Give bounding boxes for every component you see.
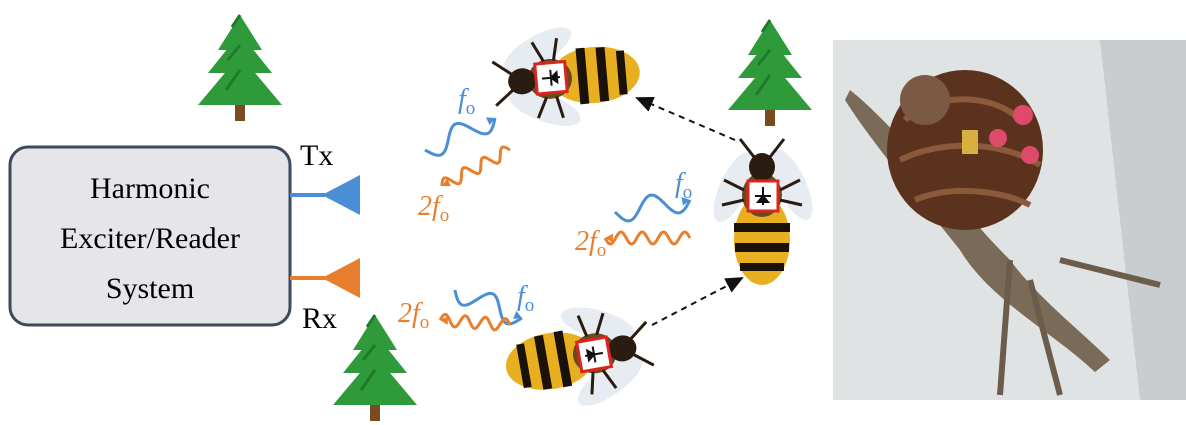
snail-photo	[833, 40, 1186, 400]
box-line: Exciter/Reader	[60, 222, 240, 255]
label-sub: o	[420, 312, 430, 333]
movement-arrow	[637, 98, 735, 140]
tx-freq-label: fo	[517, 281, 534, 316]
rx-wave	[440, 314, 510, 330]
label-sub: o	[466, 98, 476, 119]
tx-wave	[425, 118, 495, 155]
box-line: Harmonic	[90, 172, 210, 205]
rx-freq-label: 2fo	[418, 191, 449, 226]
tx-wave-head	[513, 311, 522, 319]
bee	[489, 13, 645, 141]
tx-freq-label: fo	[458, 84, 475, 119]
bee	[705, 139, 820, 285]
rx-wave	[442, 147, 510, 186]
label-sub: o	[440, 205, 450, 226]
rx-freq-label: 2fo	[575, 226, 606, 261]
tx-antenna	[322, 175, 360, 215]
tree	[333, 315, 417, 421]
label-sub: o	[525, 295, 535, 316]
tree	[728, 20, 812, 126]
rx-label: Rx	[302, 302, 337, 335]
diagram: Harmonic Exciter/Reader System Tx Rx fo …	[0, 0, 1186, 425]
tx-label: Tx	[300, 139, 333, 172]
label-sub: o	[597, 240, 607, 261]
tree	[198, 15, 282, 121]
rx-freq-label: 2fo	[398, 298, 429, 333]
box-line: System	[106, 272, 194, 305]
rx-wave	[605, 232, 690, 244]
movement-arrow	[652, 278, 742, 325]
rx-antenna	[322, 258, 360, 298]
